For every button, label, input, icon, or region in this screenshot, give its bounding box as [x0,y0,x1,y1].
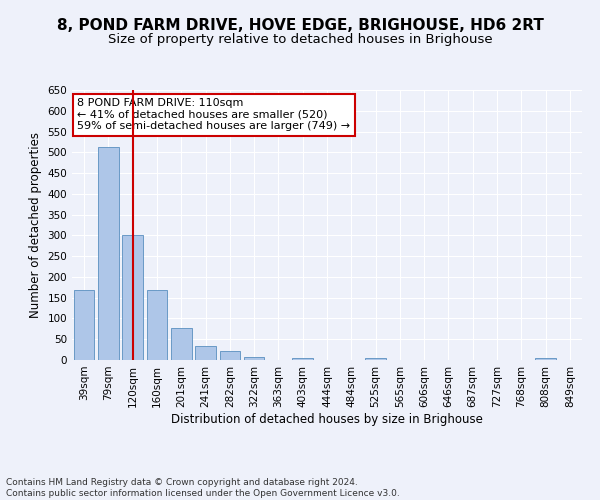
Y-axis label: Number of detached properties: Number of detached properties [29,132,42,318]
Bar [146,290,167,360]
Bar [195,346,216,360]
Text: Contains HM Land Registry data © Crown copyright and database right 2024.
Contai: Contains HM Land Registry data © Crown c… [6,478,400,498]
Bar [171,328,191,360]
Bar [292,358,313,360]
Bar [74,290,94,360]
Text: 8, POND FARM DRIVE, HOVE EDGE, BRIGHOUSE, HD6 2RT: 8, POND FARM DRIVE, HOVE EDGE, BRIGHOUSE… [56,18,544,32]
Bar [535,358,556,360]
Bar [122,236,143,360]
Bar [98,148,119,360]
X-axis label: Distribution of detached houses by size in Brighouse: Distribution of detached houses by size … [171,412,483,426]
Bar [220,351,240,360]
Text: Size of property relative to detached houses in Brighouse: Size of property relative to detached ho… [107,32,493,46]
Bar [244,357,265,360]
Text: 8 POND FARM DRIVE: 110sqm
← 41% of detached houses are smaller (520)
59% of semi: 8 POND FARM DRIVE: 110sqm ← 41% of detac… [77,98,350,132]
Bar [365,358,386,360]
